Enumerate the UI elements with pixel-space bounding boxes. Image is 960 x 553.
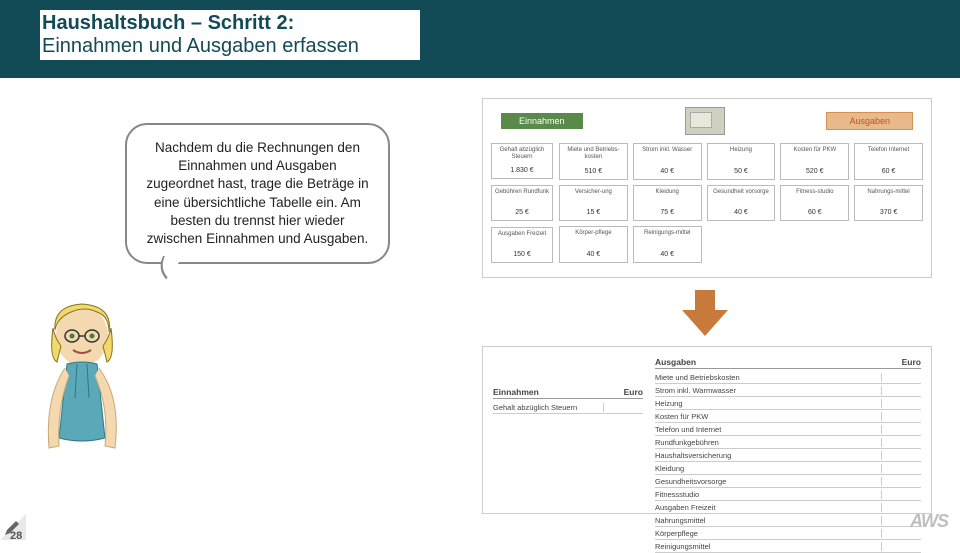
table-row: Fitnessstudio — [655, 488, 921, 501]
table-row: Miete und Betriebskosten — [655, 371, 921, 384]
avatar-illustration — [35, 298, 130, 508]
income-label: Einnahmen — [501, 113, 583, 129]
card: Miete und Betriebs-kosten510 € — [559, 143, 628, 180]
logo: AWS — [910, 511, 948, 532]
page-corner: 28 — [6, 522, 18, 534]
table-row: Heizung — [655, 397, 921, 410]
page-number: 28 — [10, 530, 22, 542]
income-cards: Gehalt abzüglich Steuern1.830 € Gebühren … — [491, 143, 553, 263]
title-line-1: Haushaltsbuch – Schritt 2: — [42, 12, 420, 35]
table-row: Gehalt abzüglich Steuern — [493, 401, 643, 414]
category-row: Einnahmen Ausgaben — [491, 107, 923, 135]
expense-cards: Miete und Betriebs-kosten510 €Strom inkl… — [559, 143, 923, 263]
cards-diagram: Einnahmen Ausgaben Gehalt abzüglich Steu… — [482, 98, 932, 278]
title-line-2: Einnahmen und Ausgaben erfassen — [42, 35, 420, 58]
card: Nahrungs-mittel370 € — [854, 185, 923, 222]
income-table: Einnahmen Euro Gehalt abzüglich Steuern — [493, 357, 643, 503]
bubble-text: Nachdem du die Rechnungen den Einnahmen … — [146, 140, 368, 246]
table-row: Ausgaben Freizeit — [655, 501, 921, 514]
euro-header: Euro — [624, 387, 643, 397]
card: Gebühren Rundfunk25 € — [491, 185, 553, 221]
card: Gehalt abzüglich Steuern1.830 € — [491, 143, 553, 179]
slide-header: Haushaltsbuch – Schritt 2: Einnahmen und… — [0, 0, 960, 78]
card: Heizung50 € — [707, 143, 776, 180]
euro-header: Euro — [902, 357, 921, 367]
card: Kosten für PKW520 € — [780, 143, 849, 180]
table-row: Kosten für PKW — [655, 410, 921, 423]
card: Versicher-ung15 € — [559, 185, 628, 222]
table-row: Reinigungsmittel — [655, 540, 921, 553]
card: Telefon Internet60 € — [854, 143, 923, 180]
slide-content: Nachdem du die Rechnungen den Einnahmen … — [0, 78, 960, 540]
card: Körper-pflege40 € — [559, 226, 628, 263]
card: Reinigungs-mittel40 € — [633, 226, 702, 263]
card: Fitness-studio60 € — [780, 185, 849, 222]
expense-table-title: Ausgaben — [655, 357, 696, 367]
expense-table: Ausgaben Euro Miete und BetriebskostenSt… — [655, 357, 921, 503]
table-row: Gesundheitsvorsorge — [655, 475, 921, 488]
table-row: Rundfunkgebühren — [655, 436, 921, 449]
table-row: Haushaltsversicherung — [655, 449, 921, 462]
expense-label: Ausgaben — [826, 112, 913, 130]
table-row: Kleidung — [655, 462, 921, 475]
table-row: Körperpflege — [655, 527, 921, 540]
table-row: Nahrungsmittel — [655, 514, 921, 527]
card: Ausgaben Freizeit150 € — [491, 227, 553, 263]
card: Kleidung75 € — [633, 185, 702, 222]
table-row: Strom inkl. Warmwasser — [655, 384, 921, 397]
card: Gesundheit vorsorge40 € — [707, 185, 776, 222]
speech-bubble: Nachdem du die Rechnungen den Einnahmen … — [125, 123, 390, 264]
tables-diagram: Einnahmen Euro Gehalt abzüglich Steuern … — [482, 346, 932, 514]
table-row: Telefon und Internet — [655, 423, 921, 436]
income-table-title: Einnahmen — [493, 387, 539, 397]
card: Strom inkl. Wasser40 € — [633, 143, 702, 180]
title-block: Haushaltsbuch – Schritt 2: Einnahmen und… — [40, 10, 420, 60]
cards-row: Gehalt abzüglich Steuern1.830 € Gebühren … — [491, 143, 923, 263]
arrow-down-icon — [680, 288, 730, 338]
money-icon — [685, 107, 725, 135]
